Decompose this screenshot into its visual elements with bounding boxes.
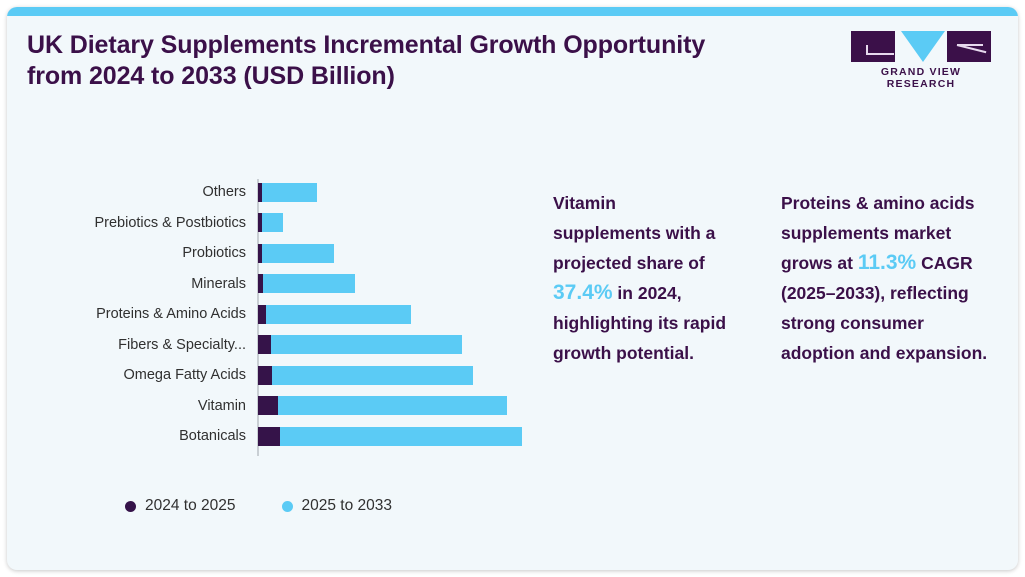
bar-row [258, 269, 528, 300]
infographic-card: UK Dietary Supplements Incremental Growt… [7, 7, 1018, 570]
bar-row [258, 360, 528, 391]
callout-proteins-cagr: Proteins & amino acids supplements marke… [781, 188, 996, 368]
bar-row [258, 421, 528, 452]
category-label: Vitamin [197, 397, 246, 414]
bar-row [258, 238, 528, 269]
stacked-bar [258, 365, 473, 385]
stacked-bar [258, 243, 334, 263]
bar-segment-2025-2033 [271, 335, 462, 355]
value-axis-line [257, 179, 259, 456]
logo-v-triangle-icon [901, 31, 945, 62]
chart-legend: 2024 to 2025 2025 to 2033 [125, 497, 392, 515]
bar-row [258, 299, 528, 330]
bar-segment-2024-2025 [258, 365, 272, 385]
bar-segment-2025-2033 [266, 304, 411, 324]
logo-wordmark: GRAND VIEW RESEARCH [880, 66, 962, 90]
callout-vitamin-share: Vitamin supplements with a projected sha… [553, 188, 728, 368]
callout-lead-text: Proteins & amino acids supplements marke… [781, 193, 975, 273]
bar-row [258, 177, 528, 208]
bar-segment-2025-2033 [263, 274, 355, 294]
bar-segment-2025-2033 [262, 243, 334, 263]
page-title: UK Dietary Supplements Incremental Growt… [27, 31, 706, 90]
stacked-bar [258, 304, 411, 324]
callout-highlight-value: 11.3% [857, 251, 917, 274]
bar-segment-2025-2033 [278, 396, 507, 416]
bar-row [258, 208, 528, 239]
legend-dot-icon [125, 500, 136, 512]
category-label: Botanicals [179, 428, 246, 444]
bar-segment-2024-2025 [258, 335, 271, 355]
callout-tail-text: CAGR (2025–2033), reflecting strong cons… [781, 253, 988, 363]
category-label: Proteins & Amino Acids [96, 306, 246, 322]
bar-segment-2025-2033 [280, 426, 522, 446]
callout-lead-text: Vitamin supplements with a projected sha… [553, 193, 716, 273]
category-label: Probiotics [182, 245, 246, 261]
logo-r-icon [947, 31, 991, 62]
bar-segment-2024-2025 [258, 243, 262, 263]
bar-row [258, 330, 528, 361]
bar-segment-2024-2025 [258, 426, 280, 446]
category-label: Others [202, 184, 246, 200]
stacked-bar [258, 335, 462, 355]
bar-segment-2024-2025 [258, 274, 263, 294]
legend-label: 2025 to 2033 [301, 497, 393, 514]
category-label: Minerals [191, 275, 246, 292]
logo-marks [845, 31, 997, 62]
bar-series-container [258, 177, 528, 452]
bar-segment-2024-2025 [258, 182, 262, 202]
stacked-bar [258, 274, 355, 294]
bar-row [258, 391, 528, 422]
bar-segment-2025-2033 [272, 365, 473, 385]
stacked-bar [258, 426, 522, 446]
bar-segment-2025-2033 [262, 213, 283, 233]
bar-segment-2024-2025 [258, 213, 262, 233]
legend-item-2025-2033: 2025 to 2033 [281, 497, 393, 515]
stacked-bar [258, 396, 507, 416]
logo-g-icon [851, 31, 895, 62]
category-label: Fibers & Specialty... [118, 336, 246, 353]
legend-dot-icon [281, 500, 293, 512]
callout-tail-text: in 2024, highlighting its rapid growth p… [553, 283, 727, 363]
top-accent-bar [7, 7, 1018, 16]
bar-segment-2024-2025 [258, 396, 278, 416]
category-label: Omega Fatty Acids [123, 367, 247, 383]
stacked-bar [258, 182, 317, 202]
legend-label: 2024 to 2025 [145, 497, 236, 514]
bar-segment-2024-2025 [258, 304, 266, 324]
bar-segment-2025-2033 [262, 182, 317, 202]
grand-view-research-logo: GRAND VIEW RESEARCH [845, 31, 997, 90]
incremental-growth-bar-chart: Others Prebiotics & Postbiotics Probioti… [7, 177, 527, 477]
callout-highlight-value: 37.4% [553, 281, 613, 304]
stacked-bar [258, 213, 283, 233]
legend-item-2024-2025: 2024 to 2025 [125, 497, 236, 515]
category-label: Prebiotics & Postbiotics [94, 214, 246, 231]
header: UK Dietary Supplements Incremental Growt… [7, 16, 1018, 106]
category-axis-labels: Others Prebiotics & Postbiotics Probioti… [7, 177, 246, 452]
